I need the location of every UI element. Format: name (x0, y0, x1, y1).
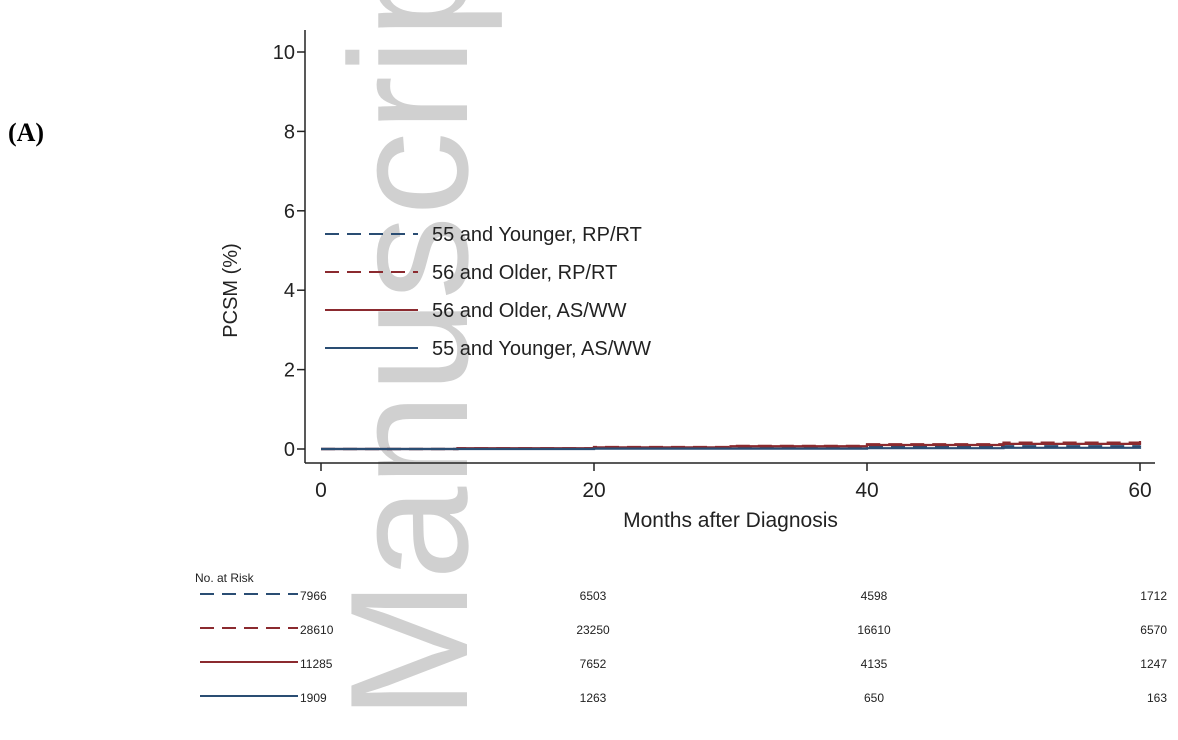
series-lines (321, 441, 1142, 451)
risk-table-cell: 16610 (857, 623, 891, 637)
y-tick-label: 4 (284, 280, 295, 302)
risk-table-cell: 163 (1147, 691, 1167, 705)
x-tick-label: 40 (855, 479, 878, 502)
risk-table-cell: 1247 (1140, 657, 1167, 671)
risk-table-cell: 650 (864, 691, 884, 705)
legend-label-56-and-older-as-ww: 56 and Older, AS/WW (432, 300, 627, 322)
x-tick-label: 0 (315, 479, 327, 502)
axes: 0 2 4 6 8 10 0 20 40 60 Months after Diagnosis PCSM… (220, 30, 1155, 532)
y-tick-label: 2 (284, 360, 295, 382)
legend: 55 and Younger, RP/RT 56 and Older, RP/RT… (325, 224, 651, 360)
series-line-55-and-younger-as-ww (321, 446, 1142, 451)
risk-table-cell: 6503 (580, 589, 607, 603)
y-tick-label: 6 (284, 201, 295, 223)
x-axis-label: Months after Diagnosis (623, 509, 838, 532)
risk-table: No. at Risk 7966 6503 4598 1712 28610 23250 166… (195, 571, 1167, 705)
legend-label-55-and-younger-rp-rt: 55 and Younger, RP/RT (432, 224, 642, 246)
risk-table-cell: 6570 (1140, 623, 1167, 637)
x-tick-label: 60 (1128, 479, 1151, 502)
risk-table-cell: 4598 (861, 589, 888, 603)
risk-table-cell: 7652 (580, 657, 607, 671)
risk-table-cell: 1712 (1140, 589, 1167, 603)
risk-table-cell: 23250 (576, 623, 610, 637)
y-tick-label: 10 (273, 42, 295, 64)
legend-label-55-and-younger-as-ww: 55 and Younger, AS/WW (432, 338, 651, 360)
risk-table-cell: 1909 (300, 691, 327, 705)
panel-label: (A) (8, 118, 45, 147)
x-tick-label: 20 (582, 479, 605, 502)
risk-table-title: No. at Risk (195, 571, 255, 585)
y-tick-label: 0 (284, 439, 295, 461)
y-axis-label: PCSM (%) (220, 243, 242, 337)
legend-label-56-and-older-rp-rt: 56 and Older, RP/RT (432, 262, 617, 284)
risk-table-cell: 28610 (300, 623, 334, 637)
risk-table-cell: 1263 (580, 691, 607, 705)
risk-table-cell: 7966 (300, 589, 327, 603)
risk-table-cell: 4135 (861, 657, 888, 671)
risk-table-cell: 11285 (300, 657, 333, 671)
y-tick-label: 8 (284, 121, 295, 143)
